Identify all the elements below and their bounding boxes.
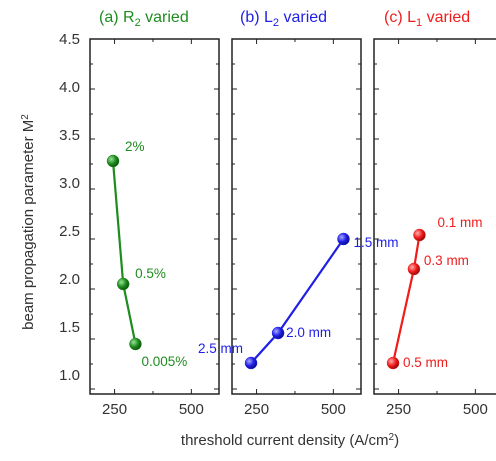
- x-tick-label: 250: [386, 401, 411, 418]
- x-tick-label: 500: [463, 401, 488, 418]
- series-layer: 2% 0.5% 0.005% 2.5 mm 2.0 mm 1.5 mm 0.5 mm 0.3 …: [106, 139, 482, 370]
- y-tick-labels: 1.0 1.5 2.0 2.5 3.0 3.5 4.0 4.5: [59, 31, 80, 384]
- data-label: 2.5 mm: [198, 341, 243, 356]
- data-point: [116, 277, 130, 291]
- y-tick-label: 2.0: [59, 271, 80, 288]
- panel-c-title: (c) L1 varied: [384, 9, 470, 29]
- data-point: [386, 356, 400, 370]
- data-label: 2%: [125, 139, 145, 154]
- ticks-layer: 250 500 250 500 250 500: [90, 38, 488, 418]
- y-tick-label: 1.5: [59, 319, 80, 336]
- data-label: 0.005%: [141, 354, 187, 369]
- x-tick-label: 250: [102, 401, 127, 418]
- panel-b-frame: [231, 38, 362, 395]
- y-tick-label: 2.5: [59, 223, 80, 240]
- x-tick-label: 500: [179, 401, 204, 418]
- x-tick-label: 250: [244, 401, 269, 418]
- data-point: [413, 228, 426, 242]
- panel-c-frame: [373, 38, 496, 395]
- data-label: 0.3 mm: [424, 253, 469, 268]
- y-tick-label: 4.0: [59, 79, 80, 96]
- panel-a-frame: [89, 38, 220, 395]
- data-label: 1.5 mm: [353, 235, 398, 250]
- x-axis-title: threshold current density (A/cm2): [181, 432, 399, 450]
- data-label: 2.0 mm: [286, 325, 331, 340]
- data-point: [129, 337, 142, 351]
- series-line: [250, 238, 345, 364]
- y-tick-label: 4.5: [59, 31, 80, 48]
- series-line: [111, 160, 137, 345]
- data-point: [244, 356, 258, 370]
- x-tick-label: 500: [321, 401, 346, 418]
- data-label: 0.1 mm: [437, 215, 482, 230]
- data-label: 0.5%: [135, 266, 166, 281]
- data-point: [271, 326, 285, 340]
- panel-b-title: (b) L2 varied: [240, 9, 327, 29]
- y-tick-label: 1.0: [59, 367, 80, 384]
- series-line: [391, 234, 421, 364]
- y-tick-label: 3.0: [59, 175, 80, 192]
- y-axis-title: beam propagation parameter M2: [20, 114, 38, 330]
- data-point: [106, 154, 120, 168]
- y-tick-label: 3.5: [59, 127, 80, 144]
- data-point: [337, 232, 350, 246]
- data-point: [407, 262, 421, 276]
- data-label: 0.5 mm: [403, 355, 448, 370]
- panel-a-title: (a) R2 varied: [99, 9, 189, 29]
